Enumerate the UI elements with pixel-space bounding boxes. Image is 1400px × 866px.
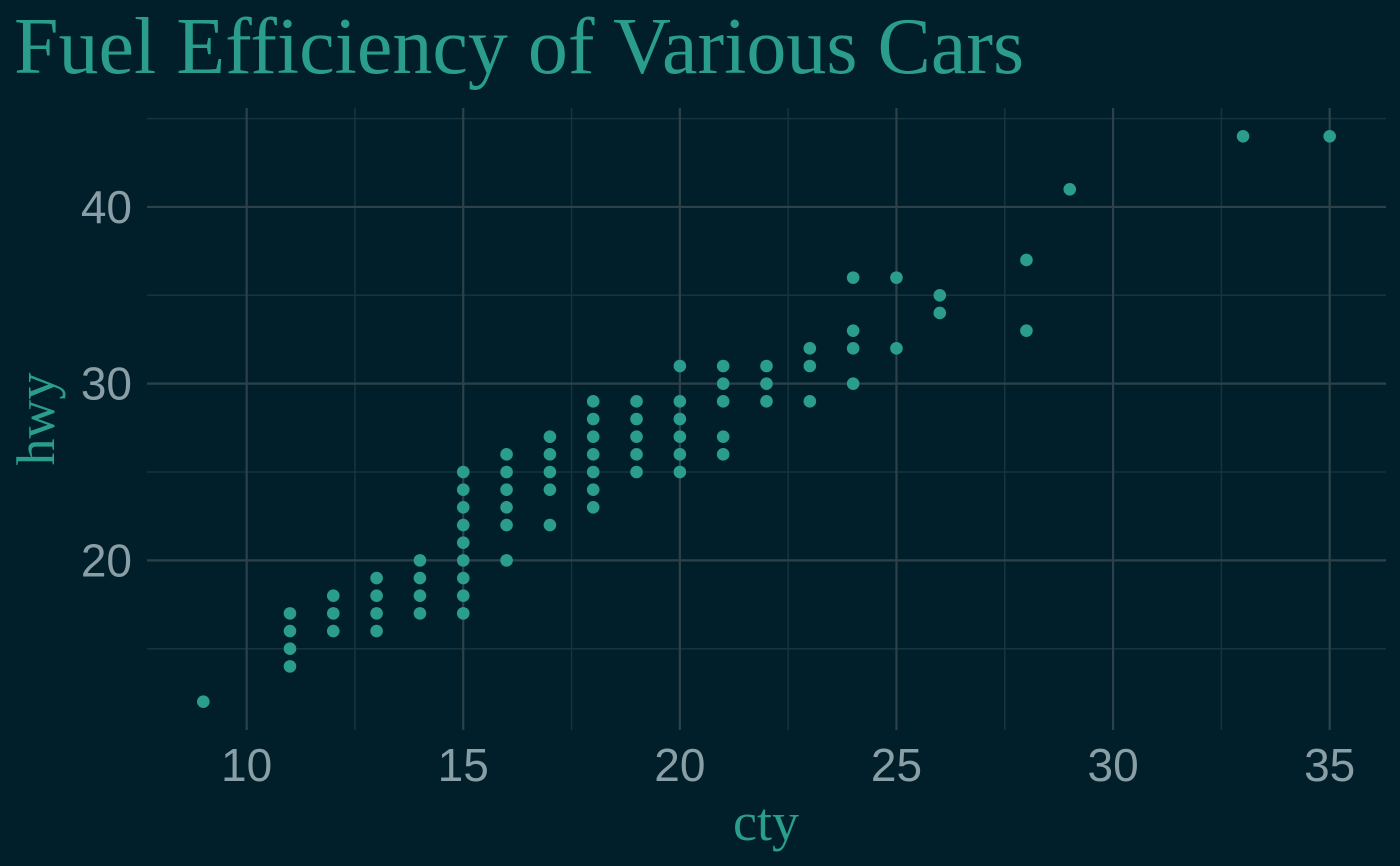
data-point [500,483,513,496]
data-point [326,607,340,620]
data-point [673,395,687,408]
data-point [673,430,687,443]
data-point [456,536,470,549]
data-point [197,695,210,709]
data-point [543,518,557,532]
data-point [846,324,860,337]
x-tick-label: 20 [654,739,705,791]
data-point [673,448,687,461]
data-point [456,554,470,567]
data-point [803,342,817,355]
data-point [456,571,470,585]
y-tick-label: 20 [81,534,132,586]
data-point [716,430,730,443]
data-point [543,448,557,461]
data-point [586,501,600,514]
data-point [716,448,730,461]
data-point [500,501,513,514]
data-point [630,448,643,461]
x-tick-label: 30 [1087,739,1138,791]
data-point [716,359,730,373]
data-point [370,571,383,585]
data-point [543,465,557,479]
x-tick-label: 15 [438,739,489,791]
data-point [890,342,903,355]
data-point [803,359,817,373]
data-point [326,589,340,603]
data-point [283,607,297,620]
chart-title: Fuel Efficiency of Various Cars [14,3,1024,91]
data-point [500,554,513,567]
data-point [1323,129,1336,143]
data-point [456,501,470,514]
data-point [673,465,687,479]
x-axis-title: cty [733,792,799,852]
data-point [370,589,383,603]
data-point [630,395,643,408]
data-point [500,518,513,532]
data-point [586,430,600,443]
data-point [630,465,643,479]
x-tick-label: 35 [1304,739,1355,791]
data-point [933,289,947,302]
data-point [760,359,773,373]
data-point [1020,253,1033,267]
data-point [630,412,643,426]
data-point [456,607,470,620]
data-point [846,342,860,355]
data-point [500,448,513,461]
data-point [673,359,687,373]
data-point [760,395,773,408]
data-point [716,395,730,408]
data-point [326,624,340,638]
data-point [586,483,600,496]
data-point [760,377,773,390]
x-tick-label: 25 [871,739,922,791]
data-point [803,395,817,408]
y-tick-label: 30 [81,358,132,410]
y-tick-label: 40 [81,181,132,233]
data-point [1236,129,1250,143]
y-tick-labels: 20 30 40 [81,181,132,586]
data-point [413,554,427,567]
x-tick-labels: 10 15 20 25 30 35 [221,739,1355,791]
data-point [933,306,947,320]
data-point [586,448,600,461]
data-point [673,412,687,426]
data-point [283,642,297,656]
data-point [370,624,383,638]
data-point [413,589,427,603]
data-point [890,271,903,284]
data-point [586,465,600,479]
data-point [586,395,600,408]
data-point [846,377,860,390]
data-point [413,571,427,585]
data-point [500,465,513,479]
data-point [716,377,730,390]
data-point [586,412,600,426]
data-point [456,465,470,479]
data-point [1063,182,1077,196]
data-point [283,660,297,673]
data-point [283,624,297,638]
data-point [456,483,470,496]
data-point [370,607,383,620]
data-point [456,589,470,603]
data-points [197,129,1336,709]
data-point [630,430,643,443]
data-point [413,607,427,620]
data-point [846,271,860,284]
y-axis-title: hwy [6,373,66,466]
data-point [543,430,557,443]
data-point [543,483,557,496]
data-point [1020,324,1033,337]
minor-grid [147,108,1386,730]
x-tick-label: 10 [221,739,272,791]
data-point [456,518,470,532]
